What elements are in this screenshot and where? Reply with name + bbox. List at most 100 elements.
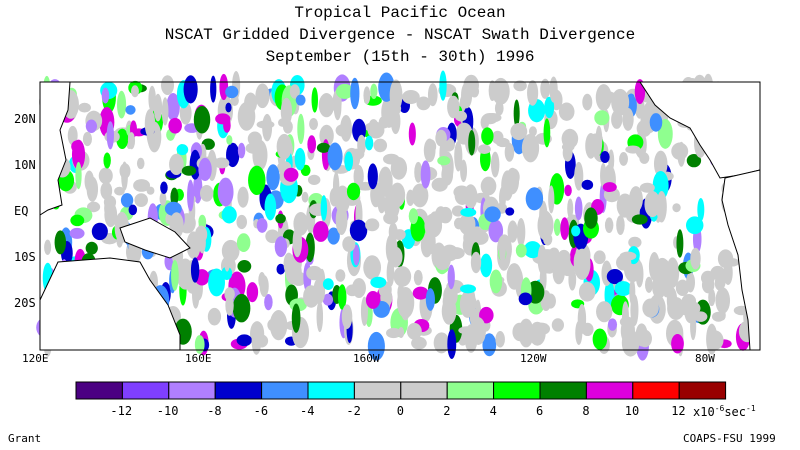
divergence-patch	[283, 167, 299, 182]
divergence-patch	[408, 208, 419, 225]
map-frame	[39, 81, 761, 351]
divergence-patch	[533, 322, 551, 336]
divergence-patch	[666, 287, 678, 314]
lat-label-10n: 10N	[14, 158, 36, 172]
asia-coastline	[39, 81, 71, 216]
divergence-patch	[161, 97, 169, 126]
divergence-patch	[128, 204, 138, 216]
divergence-patch	[221, 206, 237, 224]
divergence-patch	[671, 142, 689, 160]
divergence-patch	[663, 260, 670, 277]
divergence-patch	[131, 85, 139, 98]
divergence-patch	[280, 97, 293, 126]
colorbar-swatch	[75, 381, 123, 400]
lon-label-80w: 80W	[695, 352, 715, 365]
divergence-patch	[690, 313, 697, 341]
divergence-patch	[516, 218, 526, 247]
divergence-patch	[306, 265, 323, 281]
divergence-patch	[346, 182, 361, 201]
divergence-patch	[434, 248, 451, 271]
divergence-patch	[470, 251, 482, 274]
divergence-patch	[652, 171, 669, 201]
divergence-patch	[198, 231, 206, 254]
divergence-patch	[427, 83, 438, 107]
divergence-patch	[469, 85, 480, 98]
divergence-patch	[652, 274, 667, 300]
divergence-patch	[193, 105, 211, 134]
colorbar-swatch	[585, 381, 634, 400]
divergence-patch	[600, 150, 610, 163]
divergence-patch	[120, 193, 134, 208]
divergence-patch	[67, 125, 78, 146]
divergence-patch	[295, 94, 306, 106]
divergence-patch	[567, 198, 574, 219]
divergence-patch	[370, 276, 387, 288]
divergence-patch	[527, 80, 539, 106]
divergence-patch	[616, 215, 625, 235]
divergence-patch	[127, 132, 136, 150]
divergence-patch	[378, 166, 393, 197]
divergence-patch	[461, 81, 473, 109]
divergence-patch	[160, 75, 175, 96]
divergence-patch	[458, 326, 476, 335]
colorbar-tick-label: -2	[346, 404, 361, 418]
divergence-patch	[577, 303, 587, 335]
colorbar-swatch	[168, 381, 216, 400]
colorbar-tick-label: -6	[253, 404, 269, 418]
colorbar-swatch	[678, 381, 727, 400]
divergence-patch	[638, 329, 652, 348]
divergence-patch	[171, 259, 179, 291]
divergence-patch	[100, 181, 113, 200]
divergence-patch	[460, 207, 477, 217]
divergence-patch	[341, 304, 353, 329]
divergence-patch	[477, 144, 491, 155]
divergence-patch	[484, 206, 501, 223]
divergence-patch	[710, 265, 726, 281]
divergence-patch	[402, 89, 420, 105]
divergence-patch	[365, 135, 374, 151]
divergence-patch	[186, 231, 201, 260]
divergence-patch	[237, 186, 249, 208]
colorbar-tick-label: 2	[443, 404, 451, 418]
colorbar-swatch	[261, 381, 309, 400]
divergence-patch	[711, 311, 726, 322]
divergence-patch	[146, 186, 155, 195]
divergence-patch	[397, 283, 405, 302]
divergence-patch	[91, 222, 108, 241]
divergence-patch	[85, 119, 98, 133]
divergence-patch	[363, 255, 382, 280]
divergence-patch	[254, 334, 269, 348]
divergence-patch	[482, 333, 497, 357]
divergence-patch	[219, 73, 229, 101]
divergence-patch	[571, 225, 581, 237]
divergence-patch	[215, 113, 231, 125]
divergence-patch	[420, 160, 431, 189]
divergence-patch	[193, 172, 203, 204]
divergence-patch	[523, 241, 542, 259]
divergence-patch	[224, 287, 235, 302]
divergence-patch	[642, 298, 659, 318]
divergence-patch	[183, 75, 198, 104]
divergence-patch	[707, 330, 724, 350]
title-line-2: NSCAT Gridded Divergence - NSCAT Swath D…	[164, 26, 636, 44]
divergence-patch	[166, 92, 180, 121]
divergence-patch	[121, 161, 128, 191]
colorbar-tick-label: 6	[536, 404, 544, 418]
divergence-patch	[480, 253, 493, 278]
divergence-patch	[82, 131, 93, 147]
divergence-patch	[207, 307, 222, 326]
divergence-patch	[389, 79, 403, 112]
colorbar-tick-label: 8	[582, 404, 590, 418]
divergence-patch	[344, 151, 354, 172]
divergence-patch	[236, 214, 247, 230]
divergence-patch	[383, 190, 400, 221]
divergence-patch	[489, 269, 503, 294]
divergence-patch	[495, 331, 505, 348]
divergence-patch	[430, 211, 440, 224]
land-masses	[39, 81, 761, 351]
divergence-patch	[600, 91, 617, 103]
divergence-patch	[318, 93, 335, 118]
divergence-patch	[116, 128, 129, 150]
divergence-patch	[276, 263, 286, 275]
divergence-patch	[276, 133, 292, 160]
